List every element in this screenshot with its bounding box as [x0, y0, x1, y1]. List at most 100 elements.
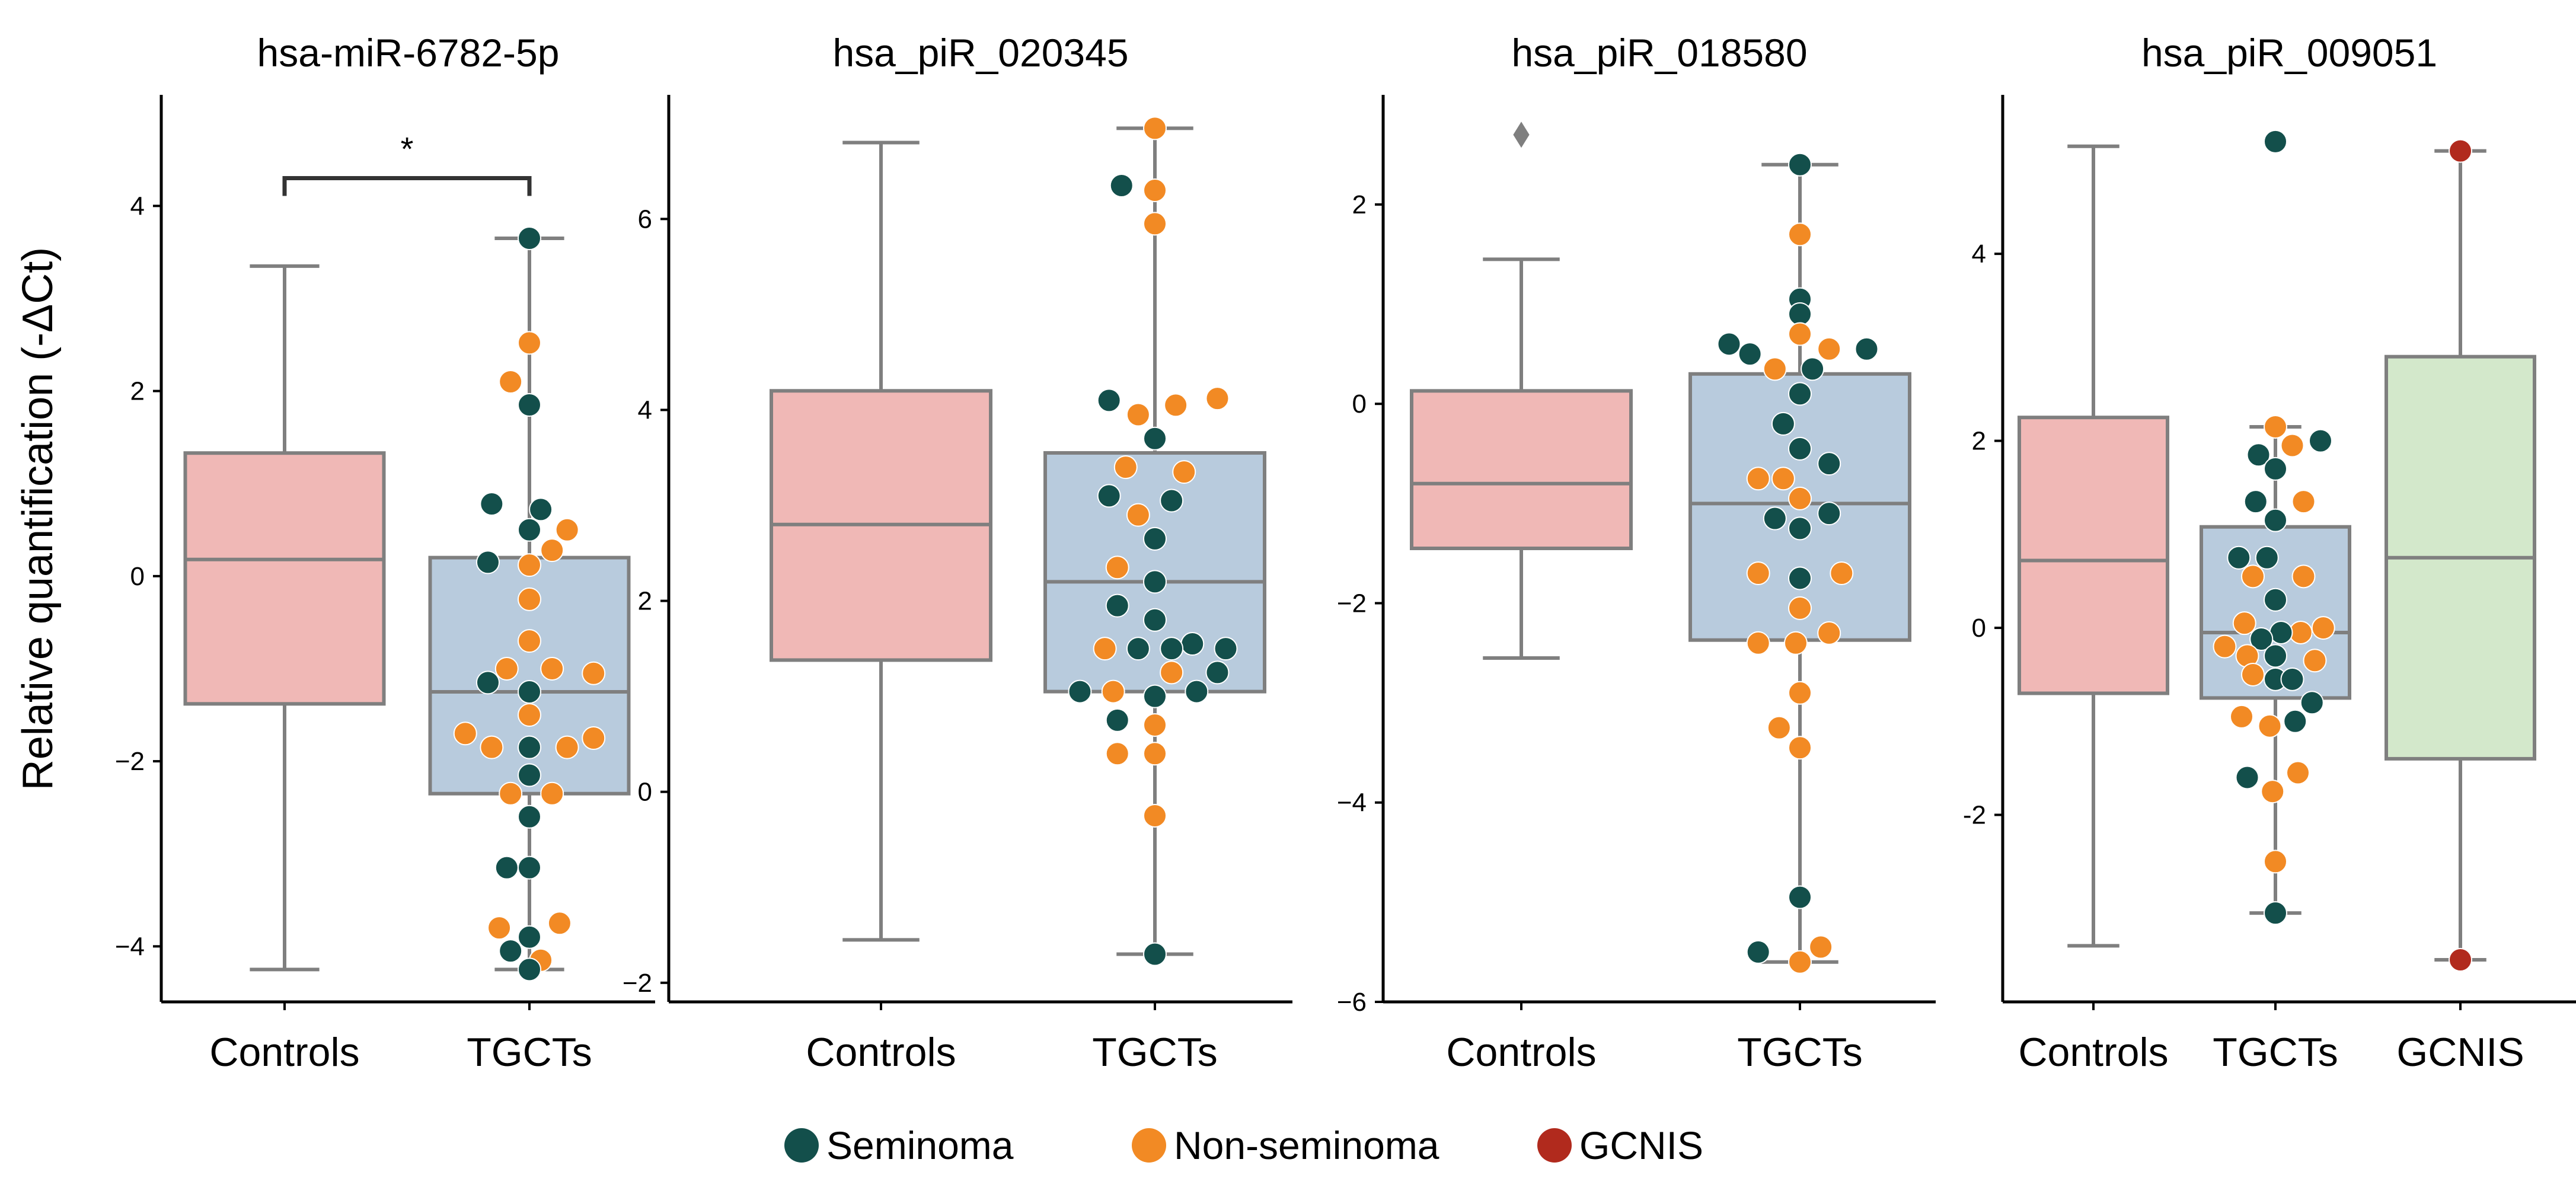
x-tick-label: TGCTs [1092, 1030, 1218, 1075]
y-tick-label: −6 [1337, 988, 1367, 1017]
y-tick-label: 2 [130, 377, 145, 406]
data-point [1143, 713, 1167, 737]
legend-marker [1537, 1128, 1572, 1163]
data-point [2291, 564, 2316, 589]
data-point [540, 656, 564, 681]
legend-item: Non-seminoma [1132, 1123, 1439, 1167]
data-point [1854, 337, 1879, 361]
data-point [1817, 452, 1841, 476]
data-point [1214, 637, 1238, 661]
box-tgcts [1688, 162, 1911, 964]
data-point [1185, 679, 1209, 704]
data-point [2303, 649, 2327, 673]
data-point [1788, 222, 1812, 247]
data-point [518, 587, 541, 611]
data-point [1830, 561, 1854, 586]
y-tick-label: 0 [1352, 389, 1367, 419]
data-point [2286, 761, 2310, 785]
data-point [1788, 516, 1812, 541]
y-tick-label: −2 [115, 747, 145, 776]
y-tick-label: −2 [1337, 589, 1367, 618]
panel-4: hsa_piR_009051 -2 0 2 4 Controls TGCTs GCNIS [1963, 31, 2576, 1075]
data-point [582, 726, 606, 751]
data-point [2230, 704, 2253, 729]
data-point [2241, 564, 2265, 589]
panels: hsa-miR-6782-5p −4 −2 0 2 4 Controls TGCTs * hsa_… [115, 31, 2576, 1075]
data-point [1801, 357, 1825, 381]
x-tick-label: TGCTs [467, 1030, 592, 1075]
box-iqr [2018, 416, 2169, 695]
data-point [494, 855, 519, 880]
data-point [1738, 342, 1762, 366]
data-point [1788, 566, 1812, 590]
y-tick-label: 4 [1972, 240, 1986, 269]
panel-2: hsa_piR_020345 −2 0 2 4 6 Controls TGCTs [623, 31, 1292, 1075]
data-point [518, 925, 541, 949]
data-point [2264, 129, 2287, 154]
data-point [2241, 662, 2265, 686]
data-point [1105, 555, 1129, 580]
data-point [1817, 621, 1841, 645]
data-point [2235, 765, 2259, 790]
data-point [2280, 667, 2304, 691]
data-point [499, 939, 523, 963]
data-point [582, 661, 606, 685]
data-point [555, 518, 579, 542]
data-point [1817, 502, 1841, 526]
box-controls [2018, 144, 2169, 948]
data-point [1746, 467, 1770, 491]
data-point [1809, 935, 1833, 959]
panel-title: hsa_piR_018580 [1511, 31, 1807, 75]
data-point [1105, 708, 1129, 732]
outlier-marker [1513, 122, 1530, 148]
data-point [1143, 742, 1167, 766]
data-point [1160, 488, 1184, 513]
data-point [1126, 637, 1150, 661]
data-point [499, 781, 523, 806]
data-point [2264, 456, 2287, 481]
legend: Seminoma Non-seminoma GCNIS [784, 1123, 1703, 1167]
data-point [1788, 302, 1812, 326]
data-point [518, 804, 541, 829]
data-point [487, 916, 512, 940]
data-point [1105, 742, 1129, 766]
data-point [1746, 940, 1770, 964]
data-point [518, 763, 541, 787]
data-point [1763, 506, 1787, 531]
data-point [518, 735, 541, 759]
legend-label: GCNIS [1579, 1123, 1703, 1167]
legend-label: Seminoma [826, 1123, 1014, 1167]
legend-item: GCNIS [1537, 1123, 1703, 1167]
data-point [547, 911, 572, 935]
data-point [2232, 611, 2256, 636]
data-point [1143, 116, 1167, 141]
legend-marker [1132, 1128, 1166, 1163]
y-tick-label: −2 [623, 969, 652, 998]
data-point [1160, 637, 1184, 661]
y-tick-label: −4 [1337, 788, 1367, 818]
data-point [475, 670, 500, 695]
data-point [2283, 709, 2307, 733]
data-point [1160, 660, 1184, 685]
data-point [1788, 382, 1812, 406]
data-point [518, 679, 541, 704]
legend-item: Seminoma [784, 1123, 1014, 1167]
y-tick-label: 2 [1972, 427, 1986, 456]
data-point [2261, 780, 2285, 804]
data-point [1180, 632, 1205, 656]
data-point [1143, 212, 1167, 236]
data-point [1783, 631, 1808, 655]
data-point [2258, 714, 2282, 738]
panel-1: hsa-miR-6782-5p −4 −2 0 2 4 Controls TGCTs * [115, 31, 655, 1075]
data-point [2264, 644, 2287, 668]
y-tick-label: 2 [638, 587, 652, 616]
data-point [2213, 634, 2237, 659]
panel-title: hsa-miR-6782-5p [257, 31, 560, 75]
data-point [1113, 455, 1138, 480]
data-point [1788, 322, 1812, 346]
data-point [518, 957, 541, 982]
data-point [1143, 178, 1167, 203]
data-point [1068, 679, 1092, 704]
data-point [518, 855, 541, 880]
data-point [555, 735, 579, 759]
